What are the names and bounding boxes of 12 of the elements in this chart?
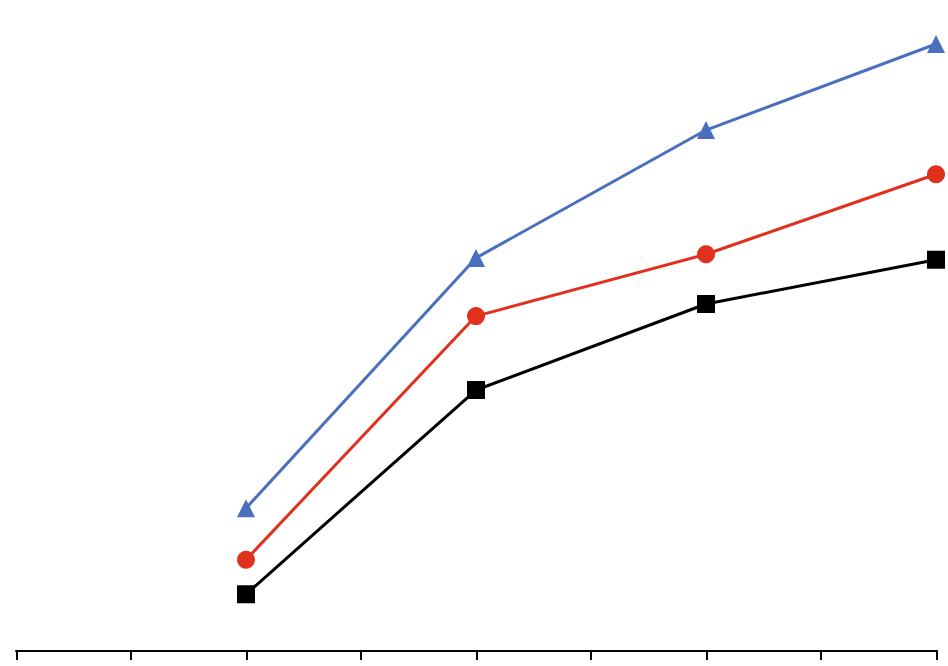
point (237, 550, 255, 569)
point (697, 245, 715, 264)
point (697, 121, 715, 140)
point (927, 250, 945, 269)
point (927, 165, 945, 184)
point (237, 585, 255, 604)
point (467, 307, 485, 326)
point (927, 35, 945, 53)
point (467, 248, 485, 267)
point (237, 499, 255, 518)
point (467, 381, 485, 400)
point (697, 294, 715, 313)
